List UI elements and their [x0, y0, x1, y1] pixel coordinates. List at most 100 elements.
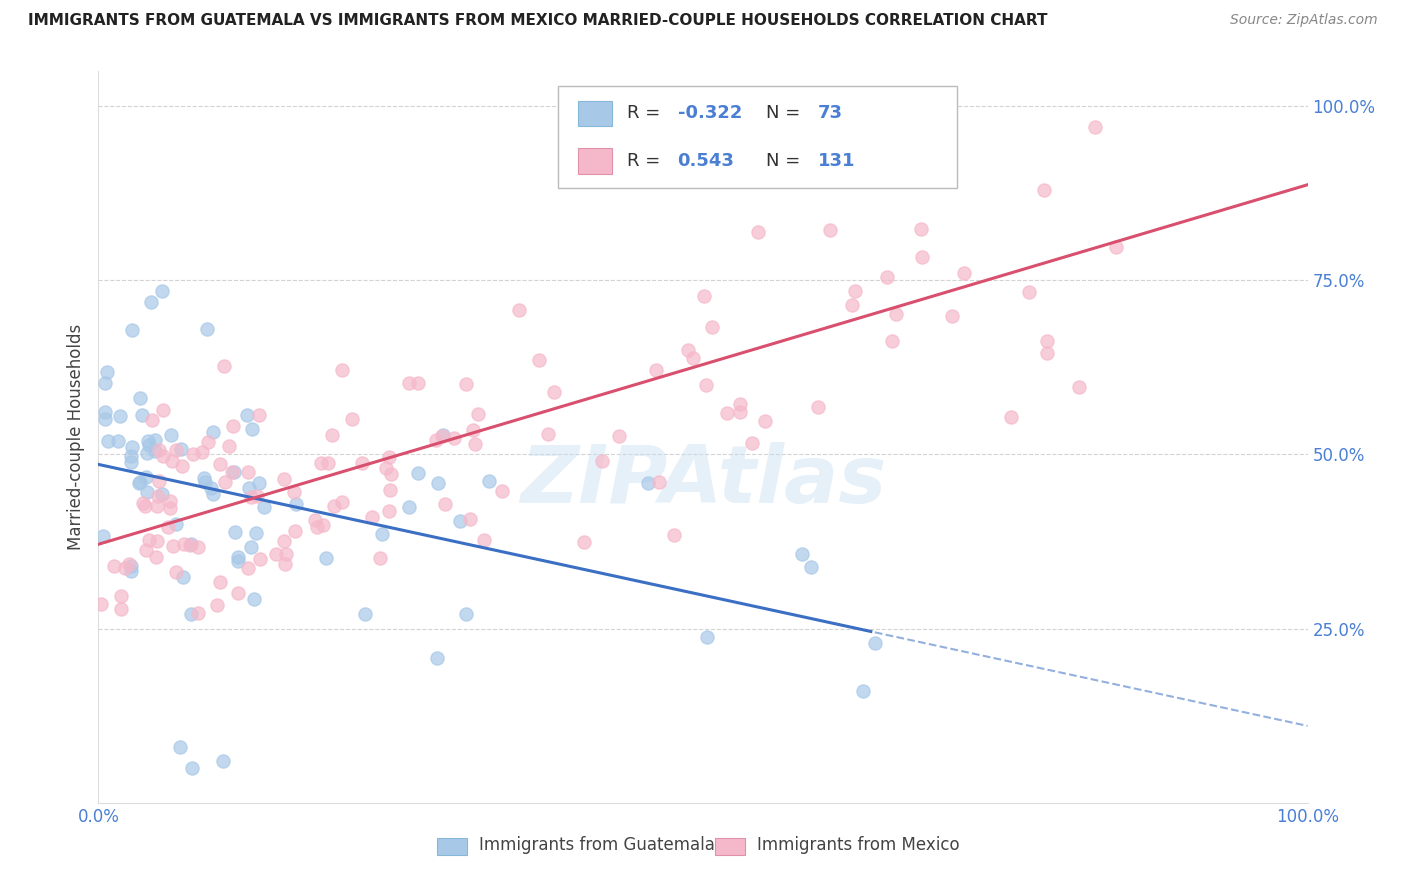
- Point: [312, 518, 335, 533]
- FancyBboxPatch shape: [716, 838, 745, 855]
- Point: [159, 500, 181, 515]
- Point: [637, 476, 659, 491]
- Point: [152, 403, 174, 417]
- Point: [218, 439, 240, 453]
- Point: [378, 504, 401, 518]
- Point: [143, 444, 166, 458]
- Point: [212, 754, 235, 768]
- Point: [245, 525, 267, 540]
- Point: [157, 520, 180, 534]
- Point: [181, 447, 204, 461]
- Point: [141, 413, 163, 427]
- Point: [607, 148, 630, 162]
- Point: [425, 433, 447, 447]
- Text: 73: 73: [818, 104, 842, 122]
- Point: [145, 549, 167, 564]
- Point: [284, 524, 307, 539]
- Point: [754, 415, 776, 429]
- Point: [682, 351, 704, 365]
- Point: [193, 471, 215, 485]
- Point: [190, 445, 212, 459]
- Point: [180, 607, 202, 622]
- Point: [426, 651, 449, 665]
- Point: [454, 376, 477, 391]
- Point: [240, 422, 263, 436]
- Point: [1084, 120, 1107, 134]
- Point: [96, 365, 118, 379]
- Text: Immigrants from Guatemala: Immigrants from Guatemala: [479, 836, 716, 855]
- Text: Source: ZipAtlas.com: Source: ZipAtlas.com: [1230, 13, 1378, 28]
- Point: [224, 465, 246, 479]
- Point: [491, 483, 513, 498]
- Point: [730, 404, 752, 418]
- Point: [831, 127, 853, 141]
- FancyBboxPatch shape: [558, 86, 957, 188]
- Point: [316, 456, 339, 470]
- Point: [380, 467, 402, 481]
- Point: [884, 307, 907, 321]
- Point: [941, 309, 963, 323]
- Point: [454, 607, 477, 621]
- Point: [247, 476, 270, 491]
- Point: [208, 575, 231, 590]
- Point: [1032, 183, 1054, 197]
- Point: [371, 526, 394, 541]
- Text: IMMIGRANTS FROM GUATEMALA VS IMMIGRANTS FROM MEXICO MARRIED-COUPLE HOUSEHOLDS CO: IMMIGRANTS FROM GUATEMALA VS IMMIGRANTS …: [28, 13, 1047, 29]
- Point: [165, 442, 187, 457]
- Point: [238, 482, 260, 496]
- Point: [131, 408, 153, 422]
- Point: [146, 499, 169, 513]
- Point: [128, 475, 150, 489]
- Point: [90, 597, 112, 611]
- Point: [427, 476, 450, 491]
- Point: [94, 405, 117, 419]
- Point: [93, 529, 115, 543]
- Point: [695, 377, 717, 392]
- Point: [692, 289, 714, 303]
- Point: [276, 547, 298, 561]
- Point: [120, 559, 142, 574]
- Point: [145, 533, 167, 548]
- Point: [591, 453, 613, 467]
- Point: [458, 511, 481, 525]
- Point: [247, 409, 270, 423]
- Point: [728, 397, 751, 411]
- Point: [340, 411, 363, 425]
- Point: [165, 516, 187, 531]
- Point: [169, 740, 191, 755]
- Point: [128, 476, 150, 491]
- Point: [863, 636, 886, 650]
- Point: [609, 429, 631, 443]
- Point: [508, 303, 530, 318]
- Point: [283, 484, 305, 499]
- Point: [179, 538, 201, 552]
- Point: [138, 533, 160, 548]
- Point: [180, 536, 202, 550]
- Point: [121, 323, 143, 337]
- Point: [825, 156, 848, 170]
- Point: [662, 527, 685, 541]
- Point: [236, 561, 259, 575]
- Point: [741, 435, 763, 450]
- Point: [208, 457, 231, 471]
- Point: [702, 320, 724, 334]
- Point: [169, 442, 191, 456]
- Point: [214, 475, 236, 489]
- Point: [876, 269, 898, 284]
- Point: [644, 363, 666, 377]
- Point: [226, 554, 249, 568]
- Point: [467, 407, 489, 421]
- Point: [1036, 346, 1059, 360]
- Point: [120, 455, 142, 469]
- Point: [305, 520, 328, 534]
- Point: [330, 494, 353, 508]
- Point: [160, 454, 183, 468]
- Point: [430, 429, 453, 443]
- FancyBboxPatch shape: [578, 148, 613, 174]
- Point: [309, 456, 332, 470]
- Point: [194, 475, 217, 489]
- Point: [195, 322, 218, 336]
- Point: [222, 419, 245, 434]
- Point: [135, 446, 157, 460]
- Point: [537, 427, 560, 442]
